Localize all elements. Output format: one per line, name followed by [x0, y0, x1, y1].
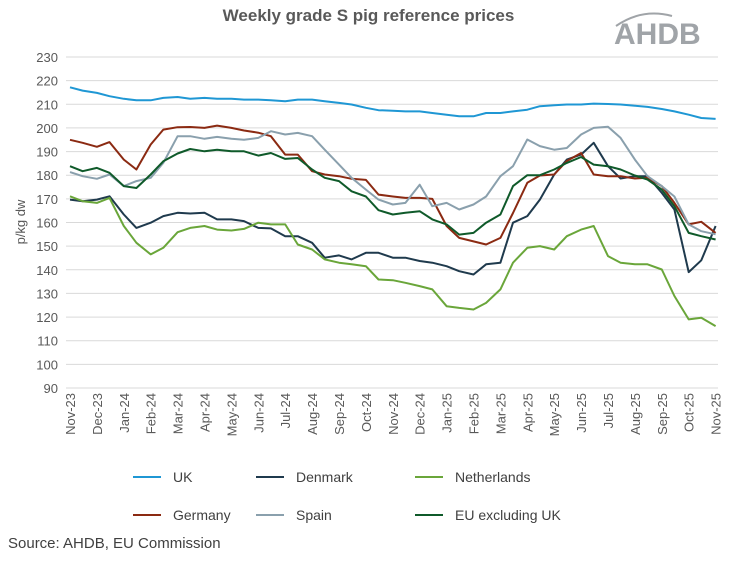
x-tick-label: Jan-24 [117, 393, 132, 433]
line-chart: 90 100 110 120 130 140 150 160 170 180 190 200 210 22… [13, 50, 724, 523]
x-tick-label: Sep-25 [655, 393, 670, 435]
y-axis-label: p/kg dw [13, 199, 28, 244]
x-tick-label: Jun-25 [574, 393, 589, 433]
x-tick-label: Jun-24 [251, 393, 266, 433]
x-tick-label: Sep-24 [332, 393, 347, 435]
x-tick-label: Aug-25 [628, 393, 643, 435]
x-tick-label: Oct-24 [359, 393, 374, 432]
series-line-uk [69, 86, 716, 120]
x-tick-label: Dec-24 [413, 393, 428, 435]
legend-label: Netherlands [455, 469, 531, 485]
legend-label: UK [173, 469, 193, 485]
chart-title: Weekly grade S pig reference prices [222, 6, 515, 25]
x-tick-label: Aug-24 [305, 393, 320, 435]
x-tick-label: Mar-24 [171, 393, 186, 434]
y-tick-label: 170 [36, 192, 58, 207]
x-tick-label: Jul-24 [278, 393, 293, 428]
x-tick-label: Apr-24 [198, 393, 213, 432]
y-tick-label: 200 [36, 121, 58, 136]
x-tick-label: Apr-25 [520, 393, 535, 432]
x-tick-label: Jul-25 [601, 393, 616, 428]
x-tick-label: Feb-24 [144, 393, 159, 434]
x-tick-label: Jan-25 [440, 393, 455, 433]
x-tick-label: Nov-24 [386, 393, 401, 435]
y-tick-label: 180 [36, 168, 58, 183]
y-tick-label: 220 [36, 74, 58, 89]
legend-label: EU excluding UK [455, 507, 561, 523]
x-tick-label: May-25 [547, 393, 562, 436]
x-tick-label: Mar-25 [493, 393, 508, 434]
series-line-spain [69, 125, 716, 236]
y-tick-label: 100 [36, 357, 58, 372]
y-tick-label: 210 [36, 97, 58, 112]
series-line-germany [69, 124, 717, 246]
y-tick-label: 130 [36, 286, 58, 301]
x-tick-label: Dec-23 [90, 393, 105, 435]
y-tick-label: 120 [36, 310, 58, 325]
ahdb-logo: AHDB [612, 6, 727, 53]
legend-label: Germany [173, 507, 231, 523]
y-tick-label: 190 [36, 145, 58, 160]
source-note: Source: AHDB, EU Commission [8, 535, 221, 552]
x-tick-label: Feb-25 [467, 393, 482, 434]
series-line-denmark [69, 141, 717, 276]
y-tick-label: 230 [36, 50, 58, 65]
y-tick-label: 110 [37, 334, 58, 349]
x-tick-label: May-24 [224, 393, 239, 436]
x-tick-label: Nov-23 [63, 393, 78, 435]
y-tick-label: 140 [36, 263, 58, 278]
series-line-eu-excluding-uk [69, 148, 716, 241]
y-tick-label: 160 [36, 216, 58, 231]
y-tick-label: 90 [44, 381, 58, 396]
series-line-netherlands [69, 195, 717, 327]
x-tick-label: Oct-25 [682, 393, 697, 432]
legend-label: Denmark [296, 469, 354, 485]
svg-text:AHDB: AHDB [614, 18, 701, 48]
legend-label: Spain [296, 507, 332, 523]
y-tick-label: 150 [36, 239, 58, 254]
x-tick-label: Nov-25 [709, 393, 724, 435]
